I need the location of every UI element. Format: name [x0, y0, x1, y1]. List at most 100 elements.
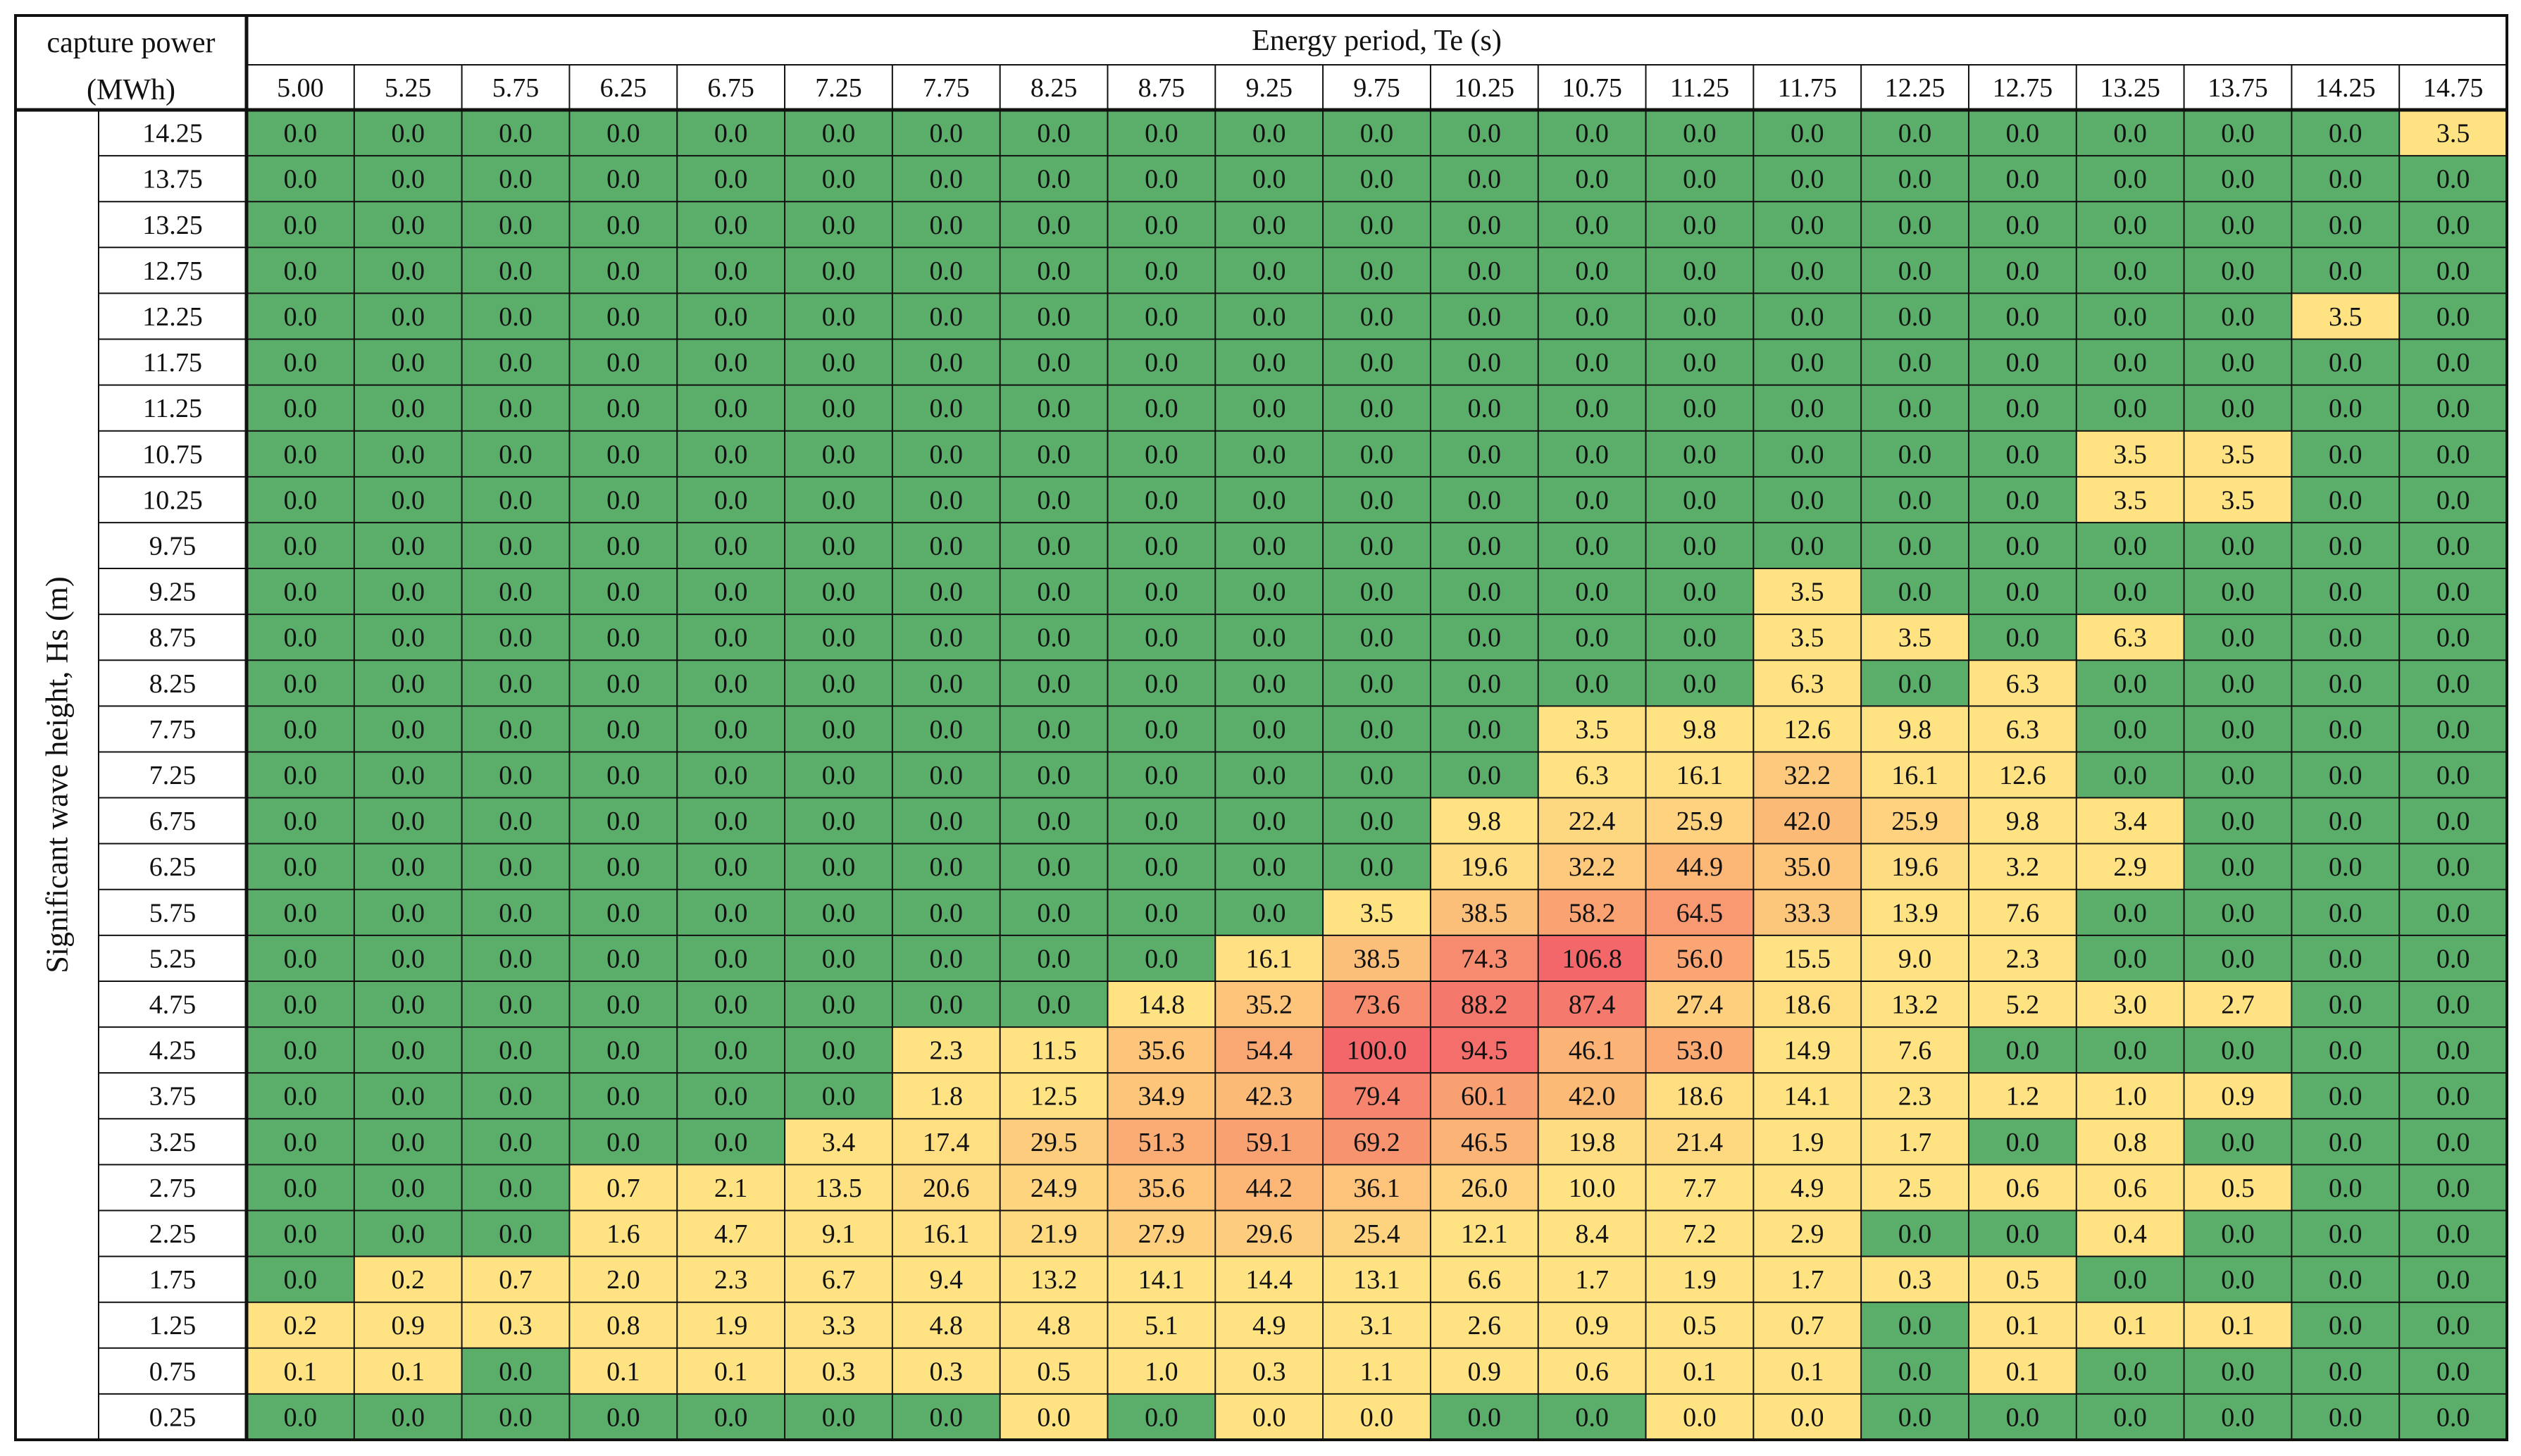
heatmap-cell	[2399, 1027, 2507, 1074]
data-label: 0.0	[391, 578, 425, 607]
heatmap-cell	[569, 752, 678, 798]
heatmap-cell	[1107, 476, 1216, 523]
heatmap-cell	[1538, 522, 1646, 569]
data-label: 0.0	[391, 531, 425, 561]
heatmap-cell	[785, 1027, 892, 1074]
heatmap-cell	[1215, 660, 1324, 707]
data-label: 0.0	[930, 623, 964, 653]
data-label: 0.0	[714, 394, 748, 423]
heatmap-cell	[1861, 247, 1969, 294]
data-label: 18.6	[1676, 1082, 1724, 1112]
heatmap-cell	[247, 156, 354, 202]
heatmap-cell	[461, 1256, 570, 1302]
heatmap-cell	[1645, 110, 1754, 156]
data-label: 0.0	[1898, 531, 1932, 561]
heatmap-cell	[1215, 1210, 1324, 1257]
heatmap-cell	[677, 156, 785, 202]
heatmap-cell	[1968, 110, 2077, 156]
heatmap-cell	[677, 1302, 785, 1348]
data-label: 0.0	[2329, 715, 2363, 745]
data-label: 35.0	[1784, 852, 1831, 882]
data-label: 0.0	[1252, 898, 1286, 928]
data-label: 0.0	[1683, 1402, 1717, 1432]
data-label: 0.1	[284, 1357, 318, 1386]
heatmap-cell	[461, 1027, 570, 1074]
heatmap-cell	[1107, 706, 1216, 752]
label-layer: 0.0 0.0 0.0 0.0 0.0 0.0 0.0 0.0 0.0 0.0 0.0 0.0 0.0 0…	[40, 25, 2484, 1432]
data-label: 0.0	[2329, 256, 2363, 286]
heatmap-cell	[1215, 1073, 1324, 1119]
data-label: 0.0	[1791, 256, 1824, 286]
heatmap-cell	[1968, 797, 2077, 844]
data-label: 0.0	[1575, 440, 1609, 469]
data-label: 0.0	[2006, 1036, 2040, 1066]
data-label: 0.0	[2329, 1174, 2363, 1203]
data-label: 0.0	[1360, 852, 1394, 882]
heatmap-cell	[1968, 247, 2077, 294]
data-label: 0.0	[822, 761, 856, 790]
data-label: 54.4	[1245, 1036, 1293, 1066]
data-label: 0.0	[822, 898, 856, 928]
data-label: 0.0	[2113, 944, 2147, 973]
data-label: 79.4	[1353, 1082, 1400, 1112]
data-label: 1.7	[1898, 1128, 1932, 1157]
data-label: 0.0	[1252, 852, 1286, 882]
data-label: 0.0	[1037, 165, 1071, 194]
y-tick-label: 0.25	[149, 1402, 197, 1432]
heatmap-cell	[677, 843, 785, 890]
heatmap-cell	[2399, 476, 2507, 523]
data-label: 0.0	[2329, 623, 2363, 653]
data-label: 1.1	[1360, 1357, 1394, 1386]
heatmap-cell	[1000, 385, 1108, 431]
heatmap-cell	[677, 1073, 785, 1119]
data-label: 0.0	[930, 531, 964, 561]
data-label: 0.0	[1683, 669, 1717, 699]
x-tick-label: 8.75	[1138, 73, 1185, 103]
data-label: 3.5	[1898, 623, 1932, 653]
y-tick-label: 7.25	[149, 761, 197, 790]
heatmap-cell	[247, 889, 354, 935]
data-label: 0.0	[2113, 302, 2147, 332]
data-label: 0.0	[499, 761, 533, 790]
heatmap-cell	[354, 1119, 462, 1165]
data-label: 0.0	[1360, 119, 1394, 149]
heatmap-cell	[1107, 201, 1216, 248]
data-label: 0.0	[1683, 531, 1717, 561]
heatmap-cell	[892, 706, 1000, 752]
heatmap-cell	[1430, 476, 1538, 523]
data-label: 27.9	[1138, 1219, 1185, 1249]
data-label: 0.0	[1360, 578, 1394, 607]
data-label: 0.0	[606, 944, 640, 973]
heatmap-cell	[1538, 1348, 1646, 1394]
data-label: 29.6	[1245, 1219, 1293, 1249]
heatmap-cell	[1107, 1210, 1216, 1257]
data-label: 0.0	[284, 623, 318, 653]
data-label: 0.0	[1575, 485, 1609, 515]
data-label: 0.0	[2006, 256, 2040, 286]
heatmap-cell	[892, 1210, 1000, 1257]
data-label: 0.0	[2329, 394, 2363, 423]
heatmap-cell	[2399, 430, 2507, 477]
heatmap-cell	[1323, 293, 1431, 340]
data-label: 26.0	[1461, 1174, 1508, 1203]
data-label: 0.0	[822, 256, 856, 286]
heatmap-cell	[1215, 843, 1324, 890]
y-tick-label: 12.75	[142, 256, 203, 286]
data-label: 0.0	[2006, 1219, 2040, 1249]
data-label: 0.9	[1468, 1357, 1502, 1386]
data-label: 21.4	[1676, 1128, 1724, 1157]
heatmap-cell	[1107, 614, 1216, 661]
heatmap-cell	[2184, 614, 2292, 661]
data-label: 0.0	[1145, 669, 1178, 699]
heatmap-cell	[2184, 752, 2292, 798]
heatmap-cell	[1968, 981, 2077, 1028]
heatmap-cell	[892, 1073, 1000, 1119]
heatmap-cell	[569, 247, 678, 294]
heatmap-cell	[2399, 1302, 2507, 1348]
heatmap-cell	[2399, 201, 2507, 248]
heatmap-cell	[2184, 843, 2292, 890]
heatmap-cell	[1538, 1210, 1646, 1257]
heatmap-cell	[1538, 110, 1646, 156]
heatmap-cell	[2291, 843, 2400, 890]
data-label: 0.0	[1360, 211, 1394, 240]
